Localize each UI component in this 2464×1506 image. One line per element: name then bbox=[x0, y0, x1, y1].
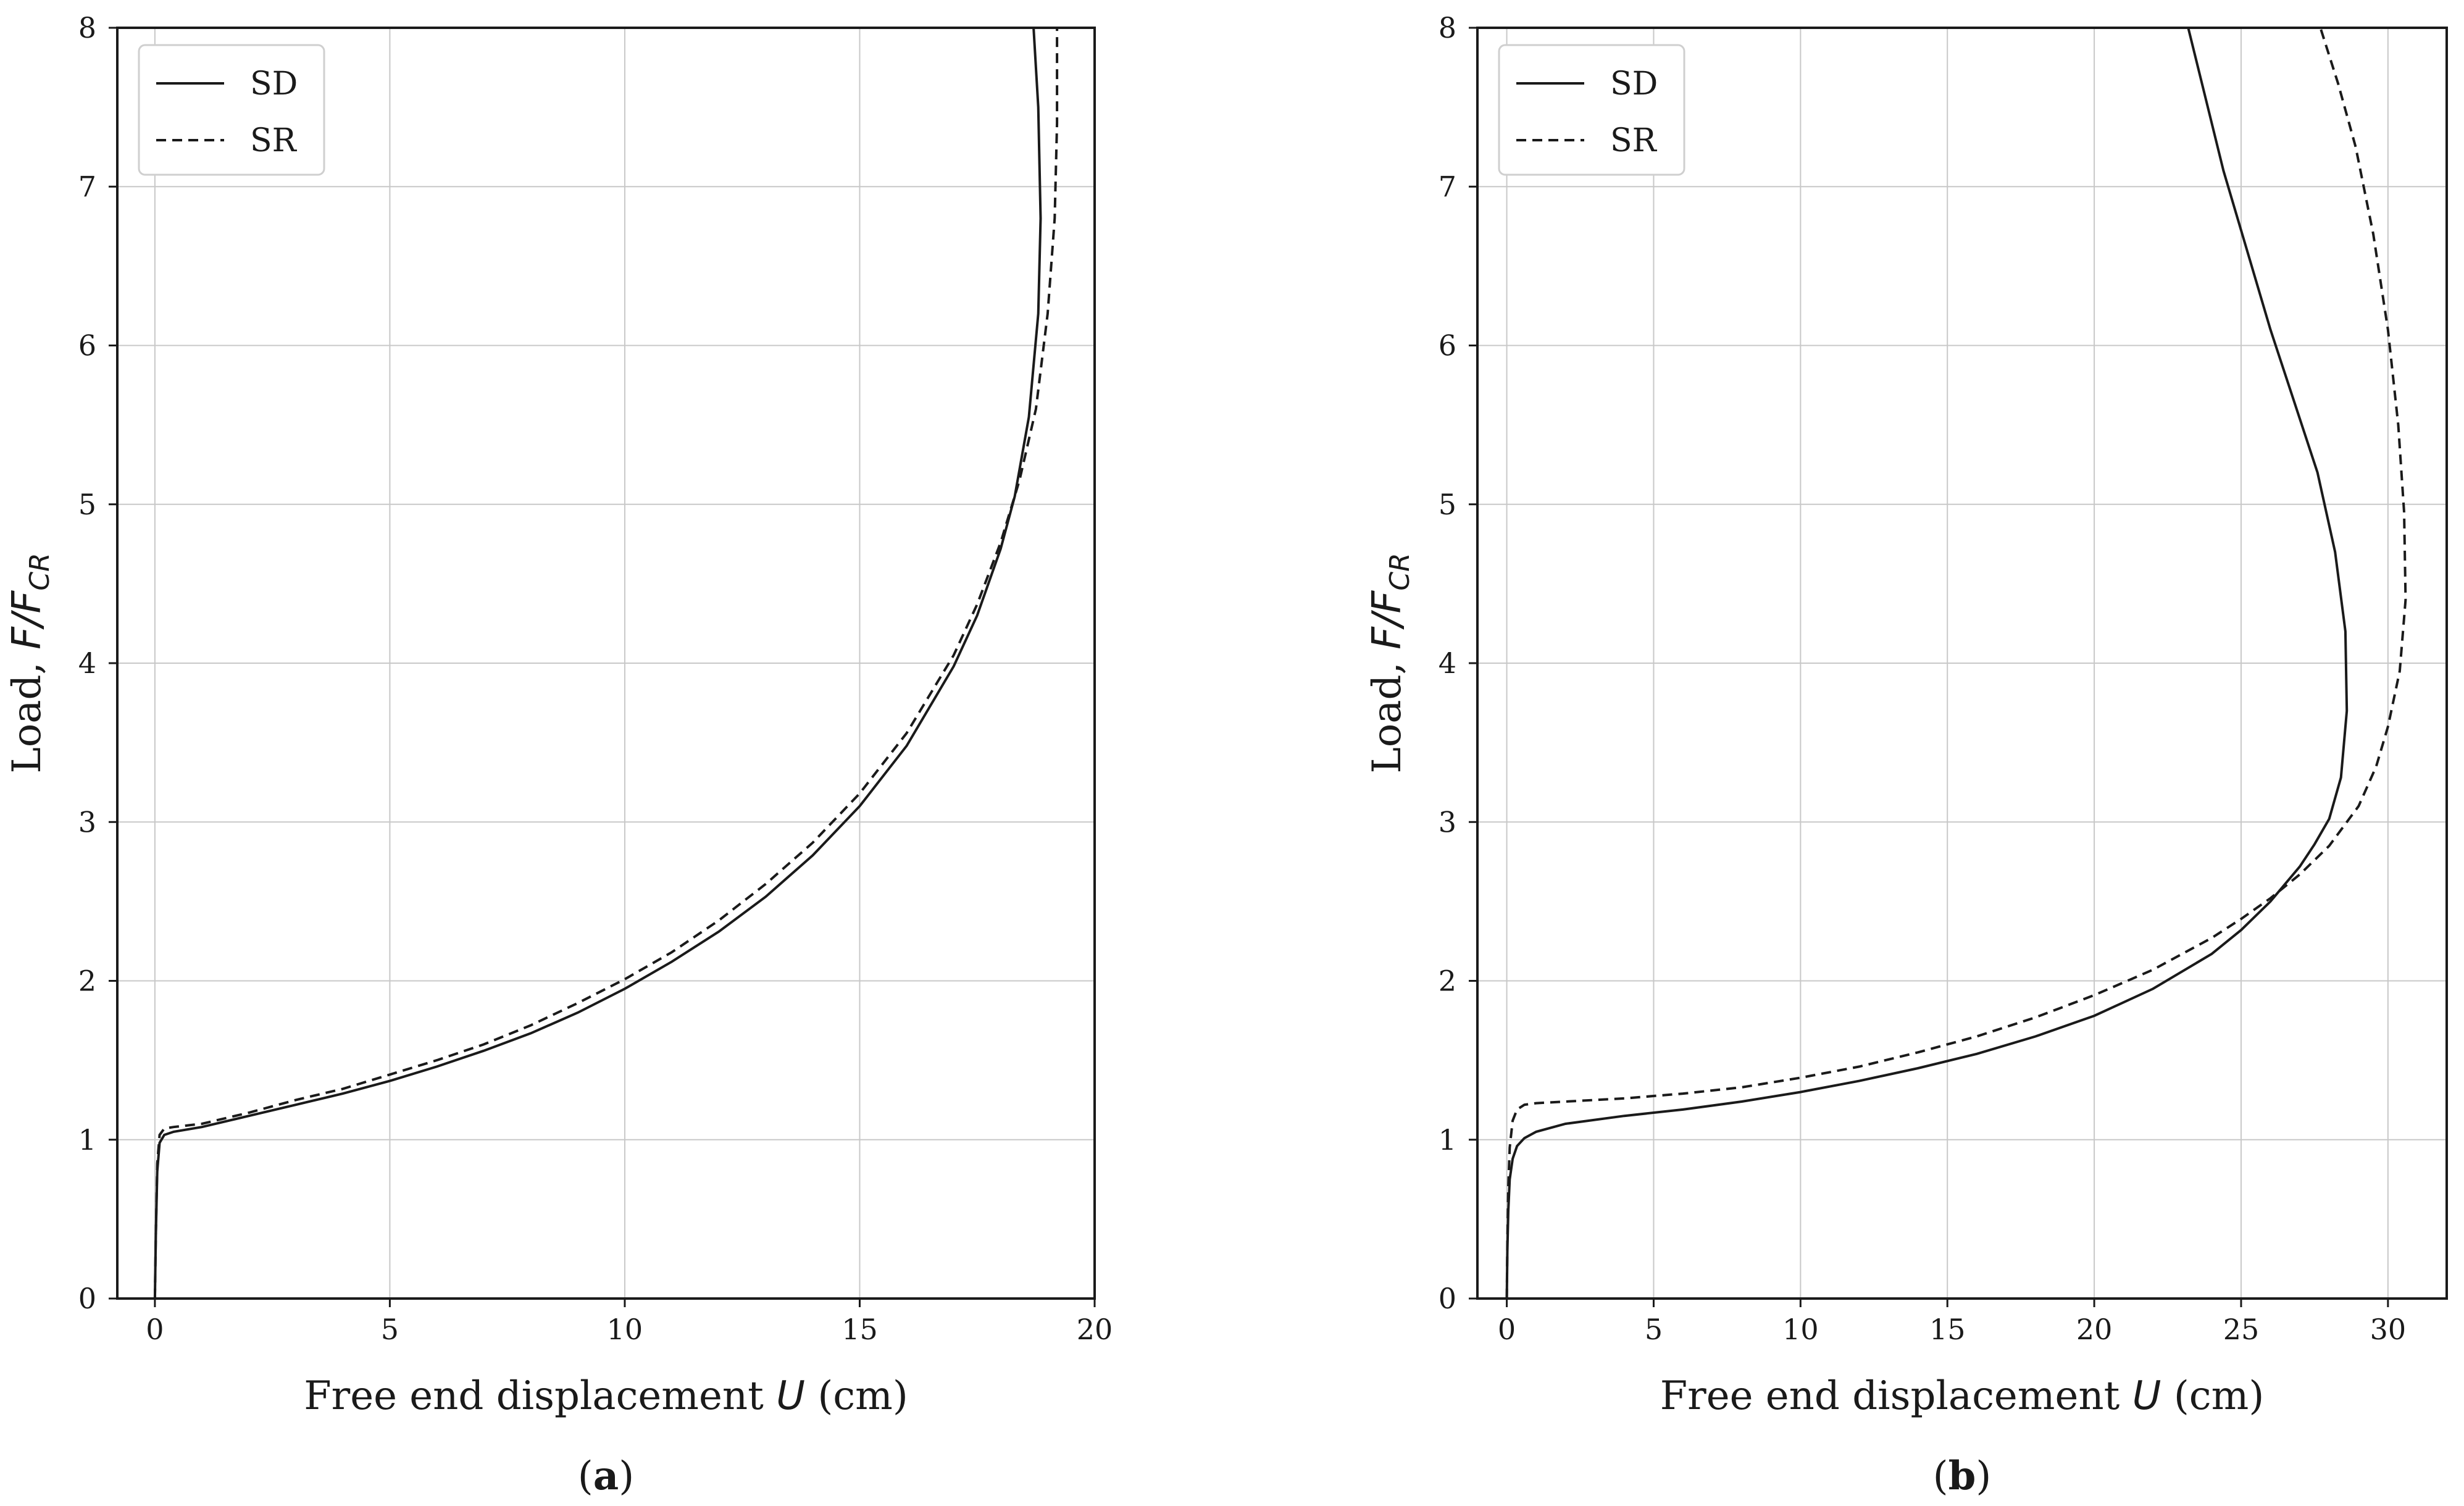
panel-label: (b) bbox=[1933, 1453, 1992, 1499]
legend: SD SR bbox=[1498, 44, 1685, 176]
series-line-sd bbox=[1505, 27, 2349, 1299]
y-tick-label: 2 bbox=[78, 964, 96, 998]
legend-label-sd: SD bbox=[250, 65, 298, 102]
y-tick-label: 1 bbox=[1439, 1123, 1456, 1157]
y-tick-label: 5 bbox=[78, 488, 96, 521]
x-tick-label: 15 bbox=[842, 1313, 878, 1346]
series-group bbox=[153, 27, 1059, 1299]
y-tick-label: 6 bbox=[1439, 329, 1456, 362]
chart-panel-b: 0 5 10 15 20 25 30 0 1 2 3 4 5 6 7 8 Free end displaceme… bbox=[1364, 11, 2448, 1499]
x-tick-label: 10 bbox=[607, 1313, 643, 1346]
panel-label: (a) bbox=[578, 1453, 634, 1499]
legend-label-sr: SR bbox=[250, 122, 298, 159]
x-tick-label: 20 bbox=[2076, 1313, 2113, 1346]
y-tick-label: 4 bbox=[1439, 646, 1456, 680]
series-line-sr bbox=[153, 28, 1059, 1299]
x-tick-label: 0 bbox=[1498, 1313, 1516, 1346]
x-tick-label: 15 bbox=[1929, 1313, 1966, 1346]
y-tick-label: 7 bbox=[78, 170, 96, 203]
x-axis-label: Free end displacement U (cm) bbox=[1660, 1373, 2265, 1419]
y-tick-label: 8 bbox=[78, 11, 96, 44]
y-tick-label: 7 bbox=[1439, 170, 1456, 203]
y-tick-label: 3 bbox=[78, 805, 96, 839]
chart-panel-a: 0 5 10 15 20 0 1 2 3 4 5 6 7 8 Free end displacement U… bbox=[4, 11, 1113, 1499]
y-tick-label: 4 bbox=[78, 646, 96, 680]
y-tick-label: 3 bbox=[1439, 805, 1456, 839]
series-line-sd bbox=[153, 27, 1042, 1299]
legend: SD SR bbox=[138, 44, 325, 176]
y-axis-label: Load, F/FCR bbox=[4, 553, 56, 773]
x-tick-label: 10 bbox=[1782, 1313, 1819, 1346]
x-tick-label: 5 bbox=[381, 1313, 399, 1346]
y-tick-label: 5 bbox=[1439, 488, 1456, 521]
x-tick-label: 30 bbox=[2370, 1313, 2407, 1346]
y-tick-label: 0 bbox=[78, 1282, 96, 1315]
x-tick-label: 5 bbox=[1645, 1313, 1663, 1346]
ticks: 0 5 10 15 20 0 1 2 3 4 5 6 7 8 bbox=[78, 11, 1113, 1346]
x-tick-label: 0 bbox=[146, 1313, 164, 1346]
x-axis-label: Free end displacement U (cm) bbox=[304, 1373, 908, 1419]
y-tick-label: 0 bbox=[1439, 1282, 1456, 1315]
legend-label-sr: SR bbox=[1610, 122, 1658, 159]
series-group bbox=[1505, 27, 2407, 1299]
x-tick-label: 20 bbox=[1077, 1313, 1113, 1346]
y-tick-label: 8 bbox=[1439, 11, 1456, 44]
y-axis-label: Load, F/FCR bbox=[1364, 553, 1416, 773]
legend-box bbox=[1498, 44, 1685, 176]
series-line-sr bbox=[1505, 27, 2407, 1299]
ticks: 0 5 10 15 20 25 30 0 1 2 3 4 5 6 7 8 bbox=[1439, 11, 2406, 1346]
x-tick-label: 25 bbox=[2223, 1313, 2260, 1346]
grid bbox=[1477, 27, 2447, 1299]
legend-label-sd: SD bbox=[1610, 65, 1658, 102]
y-tick-label: 2 bbox=[1439, 964, 1456, 998]
y-tick-label: 1 bbox=[78, 1123, 96, 1157]
y-tick-label: 6 bbox=[78, 329, 96, 362]
legend-box bbox=[138, 44, 325, 176]
